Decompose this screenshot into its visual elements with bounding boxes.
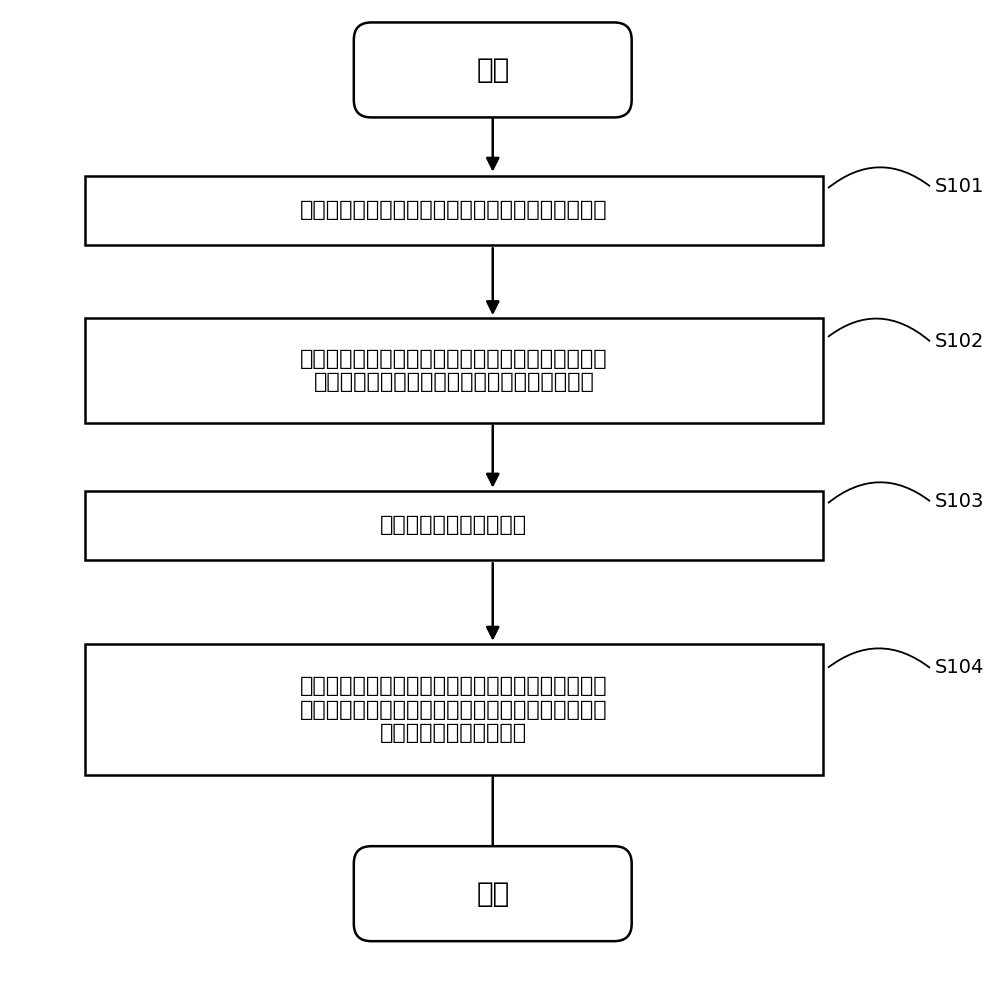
Text: 结束: 结束 — [476, 880, 509, 907]
Text: S101: S101 — [935, 177, 984, 196]
Text: 设置边界条件和计算参数: 设置边界条件和计算参数 — [380, 515, 527, 536]
FancyBboxPatch shape — [354, 23, 632, 117]
Text: 对建立的三维计算流域划分网格，得到三维流域网格: 对建立的三维计算流域划分网格，得到三维流域网格 — [300, 201, 608, 220]
Text: S102: S102 — [935, 332, 984, 351]
Bar — [85, 491, 823, 560]
Text: S104: S104 — [935, 659, 984, 677]
Bar — [85, 176, 823, 246]
Text: S103: S103 — [935, 492, 984, 511]
Bar — [85, 318, 823, 423]
Bar — [85, 644, 823, 775]
Text: 建立计算流体力学模型，计算流体力学模型包括不可
压缩纳维斯托克斯方程、连续方程以及湍流模型: 建立计算流体力学模型，计算流体力学模型包括不可 压缩纳维斯托克斯方程、连续方程以… — [300, 349, 608, 392]
Text: 基于建立的计算流体力学模型以及设置的边界条件和
计算参数，在三维流域网格上进行流场数值计算，得
到海洋大气边界流动特性: 基于建立的计算流体力学模型以及设置的边界条件和 计算参数，在三维流域网格上进行流… — [300, 676, 608, 743]
Text: 开始: 开始 — [476, 56, 509, 84]
FancyBboxPatch shape — [354, 846, 632, 941]
